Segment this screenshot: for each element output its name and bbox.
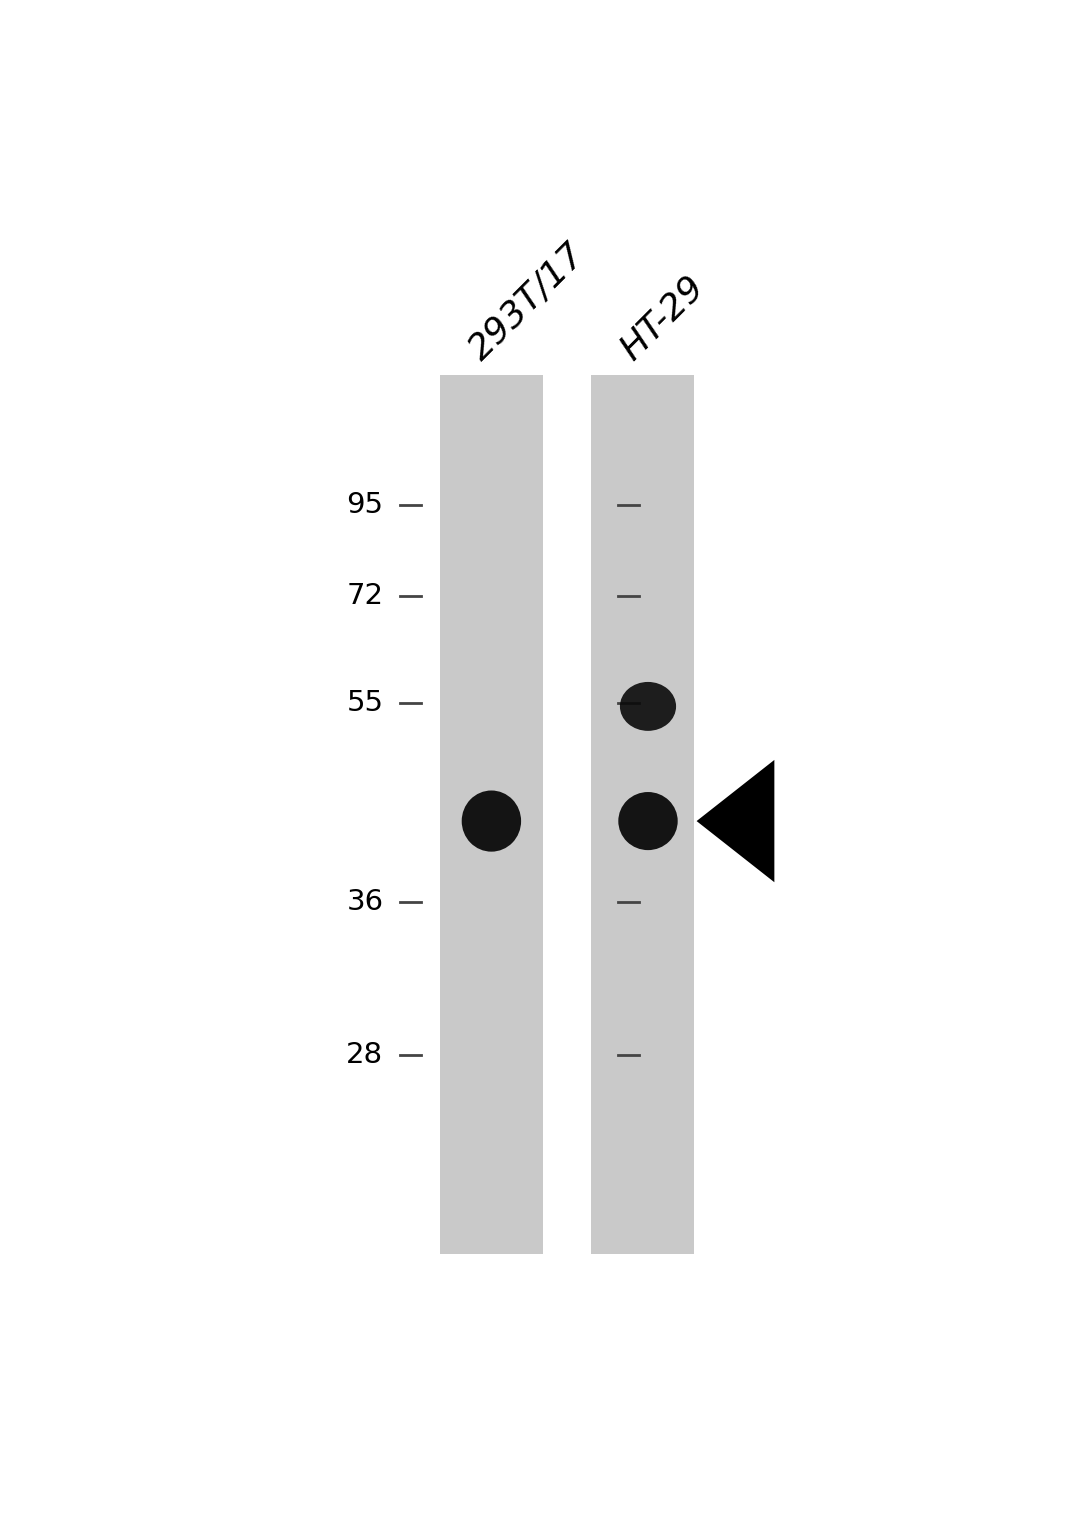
Polygon shape bbox=[697, 760, 774, 882]
Bar bbox=[441, 375, 543, 1254]
Text: HT-29: HT-29 bbox=[613, 271, 711, 367]
Text: 55: 55 bbox=[347, 690, 383, 717]
Ellipse shape bbox=[620, 682, 676, 731]
Ellipse shape bbox=[462, 790, 522, 852]
Text: 28: 28 bbox=[347, 1041, 383, 1069]
Text: 293T/17: 293T/17 bbox=[462, 237, 592, 367]
Ellipse shape bbox=[618, 792, 678, 850]
Text: 36: 36 bbox=[347, 888, 383, 916]
Text: 72: 72 bbox=[347, 583, 383, 610]
Bar bbox=[592, 375, 693, 1254]
Text: 95: 95 bbox=[347, 491, 383, 518]
